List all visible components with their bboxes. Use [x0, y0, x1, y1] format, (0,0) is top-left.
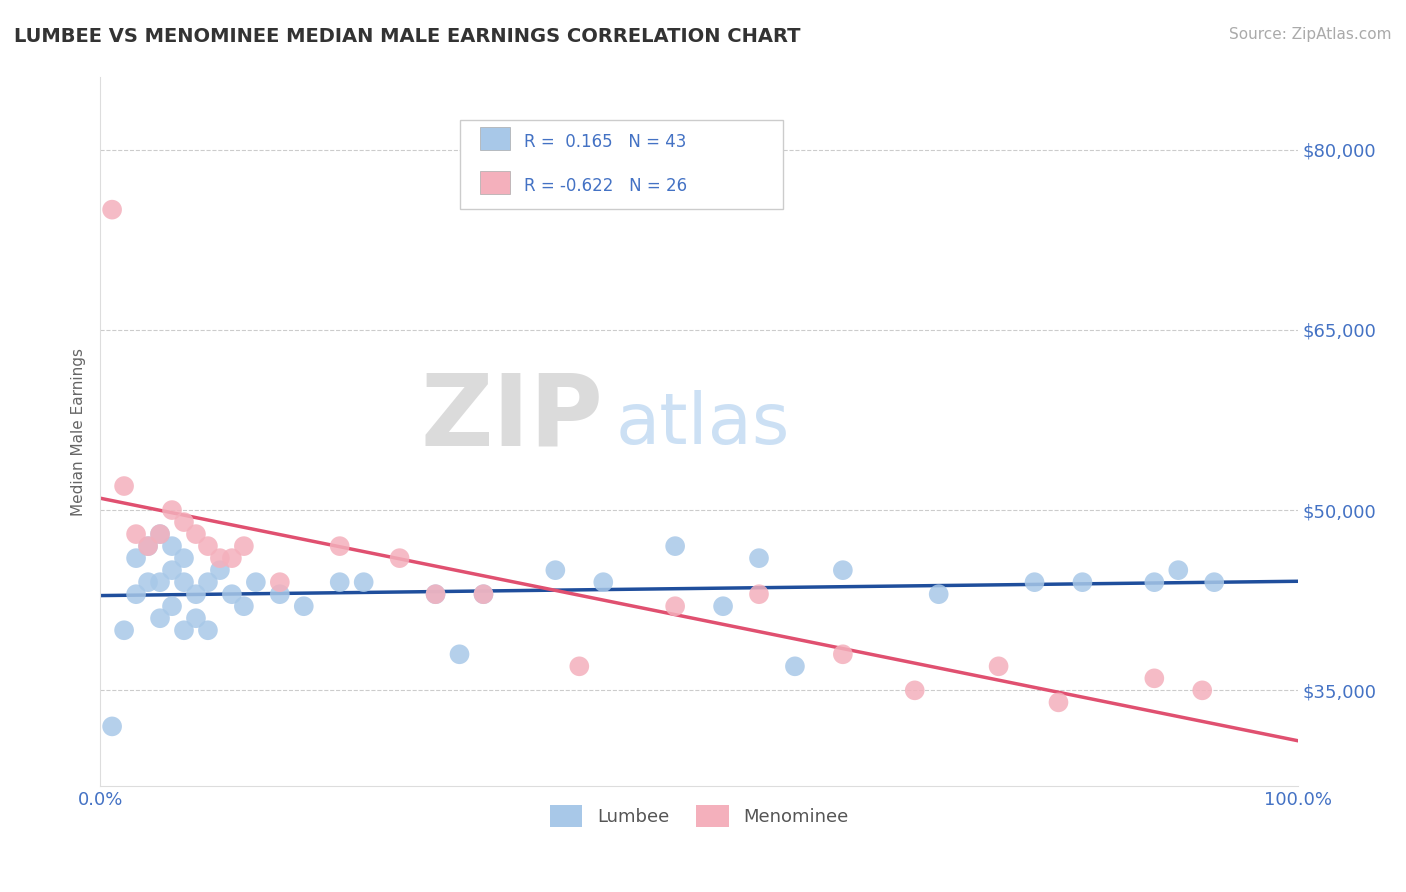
Point — [136, 539, 159, 553]
Point — [449, 648, 471, 662]
Point — [329, 539, 352, 553]
Point — [425, 587, 447, 601]
Point — [173, 575, 195, 590]
Point — [1024, 575, 1046, 590]
Point — [664, 599, 686, 614]
Point — [329, 575, 352, 590]
Point — [125, 587, 148, 601]
Point — [232, 539, 254, 553]
Point — [149, 527, 172, 541]
Point — [125, 527, 148, 541]
Point — [748, 587, 770, 601]
Point — [987, 659, 1010, 673]
Point — [425, 587, 447, 601]
Y-axis label: Median Male Earnings: Median Male Earnings — [72, 348, 86, 516]
Point — [245, 575, 267, 590]
Point — [160, 599, 183, 614]
Point — [904, 683, 927, 698]
Point — [472, 587, 495, 601]
Point — [1143, 671, 1166, 685]
Point — [1204, 575, 1226, 590]
Text: atlas: atlas — [616, 391, 790, 459]
Point — [112, 479, 135, 493]
Point — [831, 648, 853, 662]
Point — [208, 563, 231, 577]
Point — [160, 503, 183, 517]
Point — [184, 611, 207, 625]
Point — [568, 659, 591, 673]
Point — [160, 539, 183, 553]
Point — [173, 515, 195, 529]
Point — [269, 575, 291, 590]
Point — [1071, 575, 1094, 590]
Point — [149, 527, 172, 541]
Text: R =  0.165   N = 43: R = 0.165 N = 43 — [524, 133, 686, 151]
Text: LUMBEE VS MENOMINEE MEDIAN MALE EARNINGS CORRELATION CHART: LUMBEE VS MENOMINEE MEDIAN MALE EARNINGS… — [14, 27, 800, 45]
Point — [1047, 695, 1070, 709]
Point — [149, 575, 172, 590]
Point — [592, 575, 614, 590]
FancyBboxPatch shape — [479, 128, 510, 151]
FancyBboxPatch shape — [460, 120, 783, 209]
Point — [353, 575, 375, 590]
Point — [748, 551, 770, 566]
Point — [136, 539, 159, 553]
Point — [388, 551, 411, 566]
Point — [173, 551, 195, 566]
Point — [184, 527, 207, 541]
Text: Source: ZipAtlas.com: Source: ZipAtlas.com — [1229, 27, 1392, 42]
Point — [292, 599, 315, 614]
Point — [101, 719, 124, 733]
Point — [197, 539, 219, 553]
Point — [831, 563, 853, 577]
Point — [112, 624, 135, 638]
Point — [269, 587, 291, 601]
Point — [783, 659, 806, 673]
Point — [928, 587, 950, 601]
Point — [149, 611, 172, 625]
Point — [125, 551, 148, 566]
Point — [221, 551, 243, 566]
Point — [221, 587, 243, 601]
FancyBboxPatch shape — [479, 171, 510, 194]
Point — [232, 599, 254, 614]
Point — [160, 563, 183, 577]
Point — [197, 624, 219, 638]
Point — [711, 599, 734, 614]
Point — [136, 575, 159, 590]
Point — [1167, 563, 1189, 577]
Point — [184, 587, 207, 601]
Point — [1143, 575, 1166, 590]
Point — [173, 624, 195, 638]
Point — [101, 202, 124, 217]
Point — [472, 587, 495, 601]
Text: R = -0.622   N = 26: R = -0.622 N = 26 — [524, 177, 688, 194]
Text: ZIP: ZIP — [420, 369, 603, 467]
Point — [208, 551, 231, 566]
Point — [664, 539, 686, 553]
Point — [1191, 683, 1213, 698]
Point — [544, 563, 567, 577]
Legend: Lumbee, Menominee: Lumbee, Menominee — [543, 797, 856, 834]
Point — [197, 575, 219, 590]
